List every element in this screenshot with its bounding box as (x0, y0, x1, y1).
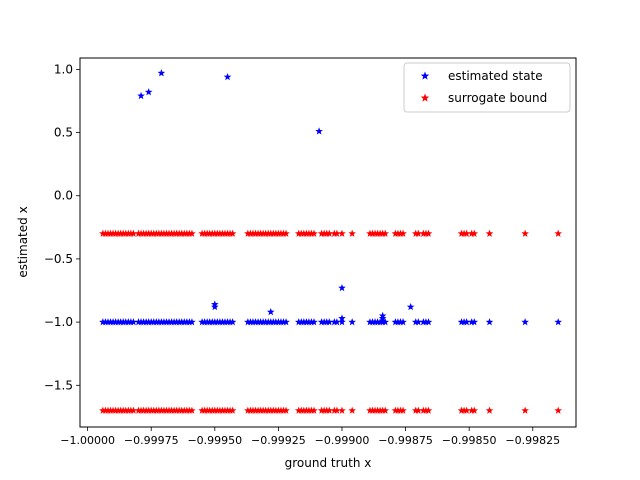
y-tick-label: −1.0 (44, 315, 73, 329)
y-tick-label: 0.5 (54, 126, 73, 140)
data-point-surrogate-bound-upper (521, 229, 529, 237)
data-point-surrogate-bound-upper (399, 229, 407, 237)
x-tick-label: −0.99925 (251, 434, 306, 447)
legend-star-estimated-state (420, 71, 430, 80)
data-point-estimated-state (282, 318, 290, 326)
data-point-surrogate-bound-lower (554, 406, 562, 414)
data-point-estimated-state (378, 314, 387, 322)
data-point-surrogate-bound-upper (129, 229, 138, 237)
x-tick-label: −0.99975 (124, 434, 179, 447)
data-point-estimated-state (338, 318, 346, 326)
data-point-surrogate-bound-upper (470, 229, 479, 237)
x-ticks: −1.00000 −0.99975 −0.99950 −0.99925 −0.99900… (60, 427, 560, 447)
axes-frame (79, 57, 577, 428)
data-point-estimated-state (462, 318, 471, 326)
data-point-estimated-state (485, 318, 494, 326)
data-point-surrogate-bound-upper (338, 229, 346, 237)
data-point-surrogate-bound-lower (399, 406, 407, 414)
legend-box (403, 62, 571, 113)
data-point-surrogate-bound-upper (554, 229, 562, 237)
legend-label-estimated-state: estimated state (448, 69, 543, 83)
data-point-surrogate-bound-upper (348, 229, 356, 237)
x-tick-label: −0.99825 (505, 434, 560, 447)
data-point-surrogate-bound-lower (470, 406, 479, 414)
data-point-estimated-state (188, 318, 196, 326)
points-layer (99, 69, 562, 414)
y-tick-label: −1.5 (44, 378, 73, 392)
legend-star-surrogate-bound (420, 93, 430, 102)
data-point-estimated-state (129, 318, 138, 326)
data-point-surrogate-bound-upper (325, 229, 334, 237)
data-point-estimated-state (348, 318, 356, 326)
data-point-estimated-state (406, 302, 415, 311)
data-point-surrogate-bound-lower (424, 406, 433, 414)
data-point-surrogate-bound-upper (188, 229, 196, 237)
data-point-estimated-state (211, 302, 219, 311)
data-point-estimated-state (338, 314, 346, 322)
data-point-estimated-state (333, 318, 341, 326)
data-point-surrogate-bound-upper (381, 229, 390, 237)
x-tick-label: −0.99900 (315, 434, 370, 447)
x-tick-label: −0.99950 (187, 434, 242, 447)
data-point-estimated-state (228, 318, 237, 326)
data-point-surrogate-bound-lower (521, 406, 529, 414)
x-tick-label: −0.99875 (378, 434, 433, 447)
data-point-surrogate-bound-upper (310, 229, 318, 237)
data-point-surrogate-bound-lower (348, 406, 356, 414)
y-tick-label: −0.5 (44, 252, 73, 266)
data-point-surrogate-bound-upper (424, 229, 433, 237)
data-point-estimated-state (310, 318, 318, 326)
data-point-surrogate-bound-upper (485, 229, 494, 237)
data-point-estimated-state (223, 72, 232, 81)
data-point-estimated-state (315, 127, 323, 135)
legend-marker-surrogate-bound (420, 93, 430, 102)
x-axis-label: ground truth x (285, 456, 372, 470)
x-tick-label: −1.00000 (60, 434, 115, 447)
data-point-estimated-state (157, 69, 166, 77)
data-point-surrogate-bound-lower (333, 406, 341, 414)
data-point-estimated-state (266, 308, 275, 316)
data-point-estimated-state (554, 318, 562, 326)
data-point-surrogate-bound-upper (333, 229, 341, 237)
data-point-surrogate-bound-lower (129, 406, 138, 414)
data-point-surrogate-bound-lower (338, 406, 346, 414)
y-tick-label: 0.0 (54, 189, 73, 203)
data-point-estimated-state (521, 318, 529, 326)
data-point-surrogate-bound-lower (188, 406, 196, 414)
data-point-surrogate-bound-lower (282, 406, 290, 414)
legend-label-surrogate-bound: surrogate bound (448, 91, 547, 105)
data-point-estimated-state (137, 91, 145, 100)
data-point-surrogate-bound-lower (228, 406, 237, 414)
data-point-surrogate-bound-lower (381, 406, 390, 414)
x-tick-label: −0.99850 (442, 434, 497, 447)
data-point-surrogate-bound-lower (485, 406, 494, 414)
data-point-surrogate-bound-lower (310, 406, 318, 414)
data-point-surrogate-bound-lower (325, 406, 334, 414)
data-point-estimated-state (399, 318, 407, 326)
data-point-estimated-state (381, 318, 390, 326)
y-tick-label: 1.0 (54, 62, 73, 76)
data-point-surrogate-bound-upper (462, 229, 471, 237)
data-point-estimated-state (424, 318, 433, 326)
data-point-estimated-state (414, 318, 423, 326)
data-point-estimated-state (338, 283, 346, 292)
y-axis-label: estimated x (16, 206, 30, 277)
y-ticks: 1.0 0.5 0.0 −0.5 −1.0 −1.5 (44, 62, 80, 392)
data-point-surrogate-bound-upper (282, 229, 290, 237)
data-point-estimated-state (144, 88, 153, 96)
data-point-estimated-state (325, 318, 334, 326)
data-point-surrogate-bound-upper (414, 229, 423, 237)
data-point-surrogate-bound-upper (228, 229, 237, 237)
legend-marker-estimated-state (420, 71, 430, 80)
data-point-estimated-state (470, 318, 479, 326)
data-point-surrogate-bound-lower (462, 406, 471, 414)
data-point-surrogate-bound-lower (414, 406, 423, 414)
legend: estimated state surrogate bound (403, 62, 571, 113)
